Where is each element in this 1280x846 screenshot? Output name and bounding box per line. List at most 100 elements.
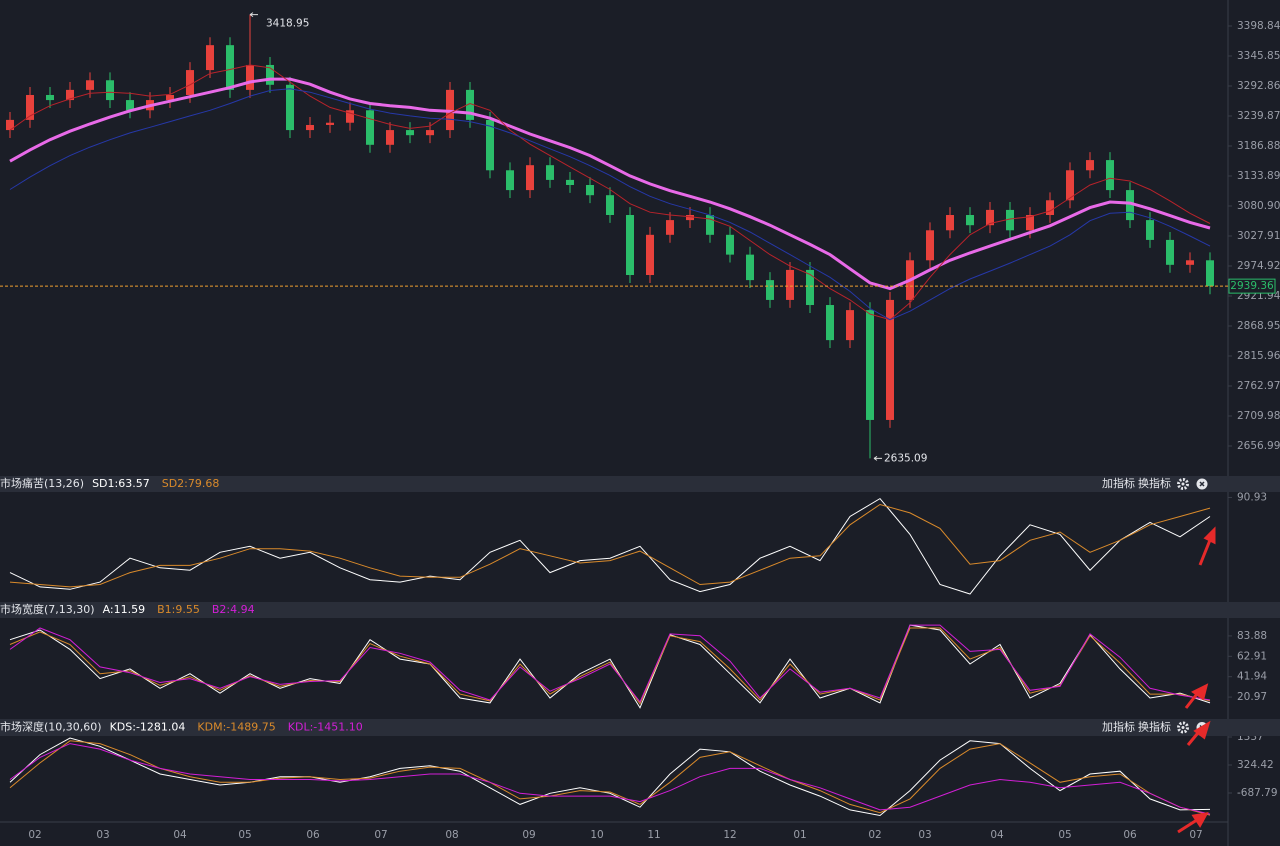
x-tick-label: 03 [96, 829, 109, 841]
close-icon[interactable] [1196, 478, 1208, 490]
indicator-line [9, 740, 1211, 816]
y-tick-label: 2709.98 [1237, 410, 1280, 422]
candle-body [586, 184, 594, 196]
x-tick-label: 02 [28, 829, 41, 841]
y-tick-label: 83.88 [1237, 630, 1267, 642]
y-tick-label: 2974.92 [1237, 260, 1280, 272]
x-tick-label: 09 [522, 829, 535, 841]
settings-icon[interactable] [1177, 478, 1189, 490]
candle-body [346, 110, 354, 123]
x-tick-label: 01 [793, 829, 806, 841]
candle-body [46, 94, 54, 101]
x-tick-label: 05 [1058, 829, 1071, 841]
candle-body [1026, 215, 1034, 231]
candle-body [306, 124, 314, 131]
panel-title: 市场宽度(7,13,30) [0, 602, 95, 616]
indicator-button[interactable]: 换指标 [1138, 476, 1171, 490]
candle-body [546, 165, 554, 180]
last-price-label: 2939.36 [1230, 280, 1274, 292]
y-tick-label: 3239.87 [1237, 110, 1280, 122]
indicator-button[interactable]: 换指标 [1138, 720, 1171, 734]
candle-body [286, 84, 294, 131]
candle-body [646, 234, 654, 276]
settings-icon[interactable] [1177, 721, 1189, 734]
y-tick-label: 2868.95 [1237, 320, 1280, 332]
candle-body [866, 310, 874, 420]
candle-body [506, 170, 514, 191]
indicator-line [9, 503, 1211, 588]
candle-body [626, 215, 634, 276]
candle-body [726, 234, 734, 255]
y-tick-label: 90.93 [1237, 491, 1267, 503]
candle-body [986, 209, 994, 226]
candle-body [206, 45, 214, 71]
candle-body [826, 305, 834, 341]
x-tick-label: 06 [1123, 829, 1137, 841]
panel-header [0, 602, 1280, 618]
y-tick-label: 3186.88 [1237, 140, 1280, 152]
x-tick-label: 12 [723, 829, 736, 841]
candle-body [326, 122, 334, 125]
candle-body [526, 165, 534, 191]
legend-entry: SD1:63.57 [92, 477, 150, 490]
indicator-button[interactable]: 加指标 [1102, 720, 1135, 734]
candle-body [666, 220, 674, 235]
settings-icon-hole [1181, 482, 1185, 486]
candle-body [786, 269, 794, 300]
candle-body [1066, 170, 1074, 201]
candle-body [366, 110, 374, 145]
x-tick-label: 03 [918, 829, 931, 841]
candle-body [1046, 200, 1054, 216]
candle-body [1086, 160, 1094, 171]
settings-icon-shape [1177, 721, 1189, 734]
candle-body [846, 310, 854, 341]
moving-average-line [9, 77, 1211, 291]
indicator-button[interactable]: 加指标 [1102, 476, 1135, 490]
x-tick-label: 07 [1189, 829, 1202, 841]
candle-body [966, 215, 974, 226]
red-arrow [1186, 720, 1211, 746]
candle-body [86, 80, 94, 90]
candle-body [1146, 220, 1154, 240]
legend-entry: B2:4.94 [212, 603, 255, 616]
legend-entry: A:11.59 [103, 603, 146, 616]
x-tick-label: 11 [647, 829, 660, 841]
candle-body [106, 80, 114, 101]
candle-body [466, 89, 474, 120]
candle-body [1126, 190, 1134, 221]
y-tick-label: 3345.85 [1237, 50, 1280, 62]
candle-body [1186, 260, 1194, 265]
x-tick-label: 08 [445, 829, 458, 841]
candle-body [126, 100, 134, 111]
x-tick-label: 04 [990, 829, 1004, 841]
candle-body [886, 299, 894, 420]
x-tick-label: 02 [868, 829, 881, 841]
legend-entry: KDM:-1489.75 [197, 721, 275, 734]
candle-body [66, 89, 74, 101]
candle-body [1106, 160, 1114, 191]
candle-body [386, 130, 394, 145]
panel-title: 市场痛苦(13,26) [0, 476, 84, 490]
moving-average-line [9, 88, 1211, 321]
candle-body [686, 215, 694, 221]
candle-body [1206, 260, 1214, 287]
legend-entry: B1:9.55 [157, 603, 200, 616]
y-tick-label: 2656.99 [1237, 440, 1280, 452]
low-annotation: 2635.09 [884, 452, 927, 464]
x-tick-label: 10 [590, 829, 603, 841]
y-tick-label: 3398.84 [1237, 20, 1280, 32]
red-arrow [1184, 683, 1209, 709]
y-tick-label: 2762.97 [1237, 380, 1280, 392]
candle-body [926, 230, 934, 261]
candle-body [246, 64, 254, 90]
candle-body [486, 119, 494, 171]
chart-content: 3398.84 3345.85 3292.86 3239.87 3186.88 3133.… [0, 12, 1280, 841]
y-tick-label: 20.97 [1237, 691, 1267, 703]
indicator-line [9, 497, 1211, 595]
candle-body [426, 130, 434, 136]
candle-body [566, 179, 574, 185]
x-tick-label: 05 [238, 829, 251, 841]
legend-entry: KDS:-1281.04 [110, 721, 186, 734]
candle-body [406, 130, 414, 136]
